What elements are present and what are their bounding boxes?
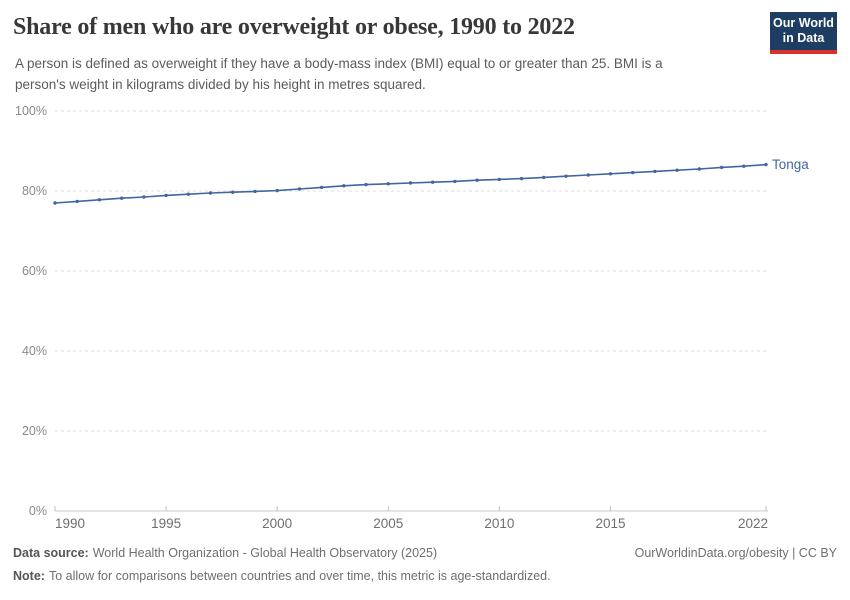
footer-source-row: Data source: World Health Organization - … xyxy=(13,546,837,560)
data-point xyxy=(342,184,346,188)
x-axis-label: 2010 xyxy=(484,516,514,531)
page-title: Share of men who are overweight or obese… xyxy=(13,14,575,40)
data-point xyxy=(497,177,502,182)
data-point xyxy=(253,189,257,194)
data-point xyxy=(53,201,57,205)
series-label-tonga: Tonga xyxy=(772,157,809,172)
data-point xyxy=(386,182,390,186)
data-point xyxy=(719,165,724,170)
data-point xyxy=(631,170,635,175)
y-axis-label: 40% xyxy=(22,344,47,358)
data-point xyxy=(164,193,168,198)
data-point xyxy=(208,191,213,195)
footer-note-row: Note: To allow for comparisons between co… xyxy=(13,569,837,583)
data-point xyxy=(97,198,102,202)
data-point xyxy=(364,182,368,187)
x-axis-label: 2000 xyxy=(262,516,292,531)
data-point xyxy=(431,180,435,184)
x-axis-label: 1990 xyxy=(55,516,85,531)
data-point xyxy=(764,162,768,167)
x-axis-label: 2015 xyxy=(595,516,625,531)
credit-link[interactable]: OurWorldinData.org/obesity | CC BY xyxy=(634,546,837,560)
data-source-text: World Health Organization - Global Healt… xyxy=(92,546,438,560)
data-point xyxy=(231,190,235,194)
data-point xyxy=(697,167,701,171)
y-axis-label: 0% xyxy=(29,504,47,518)
data-point xyxy=(564,174,568,178)
x-axis-label: 1995 xyxy=(151,516,181,531)
data-point xyxy=(297,187,302,191)
data-point xyxy=(519,176,524,181)
data-source: Data source: World Health Organization - … xyxy=(13,546,437,560)
y-axis-label: 20% xyxy=(22,424,47,438)
note-text: To allow for comparisons between countri… xyxy=(48,569,551,583)
data-point xyxy=(408,181,413,185)
data-point xyxy=(653,169,657,174)
data-point xyxy=(319,185,324,190)
owid-logo-line1: Our World xyxy=(773,16,834,30)
data-point xyxy=(608,172,613,176)
owid-logo-line2: in Data xyxy=(782,31,825,45)
y-axis-label: 60% xyxy=(22,264,47,278)
data-point xyxy=(675,168,679,172)
data-point xyxy=(275,188,279,193)
data-source-label: Data source: xyxy=(13,546,89,560)
x-axis-label: 2022 xyxy=(738,516,768,531)
owid-logo: Our World in Data xyxy=(770,12,837,54)
data-point xyxy=(542,175,546,180)
data-point xyxy=(586,173,590,177)
x-axis-label: 2005 xyxy=(373,516,403,531)
data-point xyxy=(120,196,124,200)
data-point xyxy=(742,164,746,168)
data-point xyxy=(142,195,146,199)
data-point xyxy=(75,199,79,204)
data-point xyxy=(475,178,479,182)
y-axis-label: 80% xyxy=(22,184,47,198)
y-axis-label: 100% xyxy=(15,104,47,118)
chart-subtitle: A person is defined as overweight if the… xyxy=(15,56,663,92)
note-label: Note: xyxy=(13,569,45,583)
data-point xyxy=(453,179,457,184)
data-point xyxy=(186,192,190,196)
